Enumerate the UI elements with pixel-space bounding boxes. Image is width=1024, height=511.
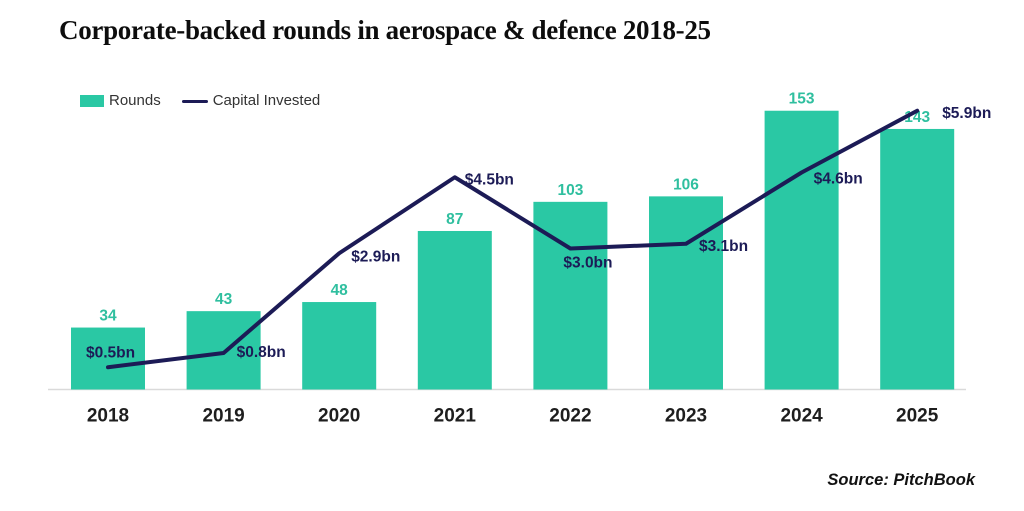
capital-value-label-2025: $5.9bn	[942, 105, 991, 122]
bar-value-label-2018: 34	[99, 308, 117, 325]
capital-value-label-2020: $2.9bn	[351, 248, 400, 265]
bar-value-label-2020: 48	[331, 282, 349, 299]
capital-value-label-2021: $4.5bn	[465, 171, 514, 188]
capital-invested-line	[106, 108, 920, 370]
x-axis-label-2022: 2022	[549, 406, 591, 427]
capital-value-label-2018: $0.5bn	[86, 344, 135, 361]
bar-value-label-2024: 153	[789, 91, 815, 108]
x-axis-label-2018: 2018	[87, 406, 129, 427]
legend-label-rounds: Rounds	[109, 92, 161, 109]
bar-2022	[533, 201, 608, 390]
bar-2019	[186, 311, 261, 390]
bar-2025	[880, 128, 955, 390]
bar-2023	[649, 196, 723, 390]
bar-2020	[302, 302, 377, 390]
legend-item-capital: Capital Invested	[181, 92, 321, 109]
rounds-bar-swatch-icon	[80, 95, 104, 107]
capital-value-label-2022: $3.0bn	[563, 255, 612, 272]
legend-item-rounds: Rounds	[80, 93, 161, 109]
x-axis-label-2024: 2024	[780, 406, 823, 427]
capital-value-label-2024: $4.6bn	[814, 171, 863, 188]
source-credit: Source: PitchBook	[827, 471, 975, 489]
capital-value-label-2019: $0.8bn	[237, 344, 286, 361]
chart-title: Corporate-backed rounds in aerospace & d…	[59, 15, 711, 45]
bar-value-label-2021: 87	[446, 211, 463, 228]
capital-line-swatch-icon	[181, 99, 208, 103]
x-axis-label-2020: 2020	[318, 406, 360, 427]
bar-2018	[71, 327, 145, 390]
bar-2021	[417, 230, 492, 390]
x-axis-label-2025: 2025	[896, 406, 939, 427]
bar-2024	[764, 110, 839, 390]
capital-value-label-2023: $3.1bn	[699, 238, 748, 255]
bar-value-label-2019: 43	[215, 291, 233, 308]
legend-label-capital: Capital Invested	[212, 92, 321, 109]
bar-value-label-2022: 103	[557, 182, 583, 199]
x-axis-label-2019: 2019	[202, 406, 244, 427]
x-axis-label-2023: 2023	[665, 406, 707, 427]
legend: Rounds Capital Invested	[80, 93, 320, 109]
bar-value-label-2023: 106	[673, 176, 699, 193]
x-axis-label-2021: 2021	[434, 406, 477, 427]
